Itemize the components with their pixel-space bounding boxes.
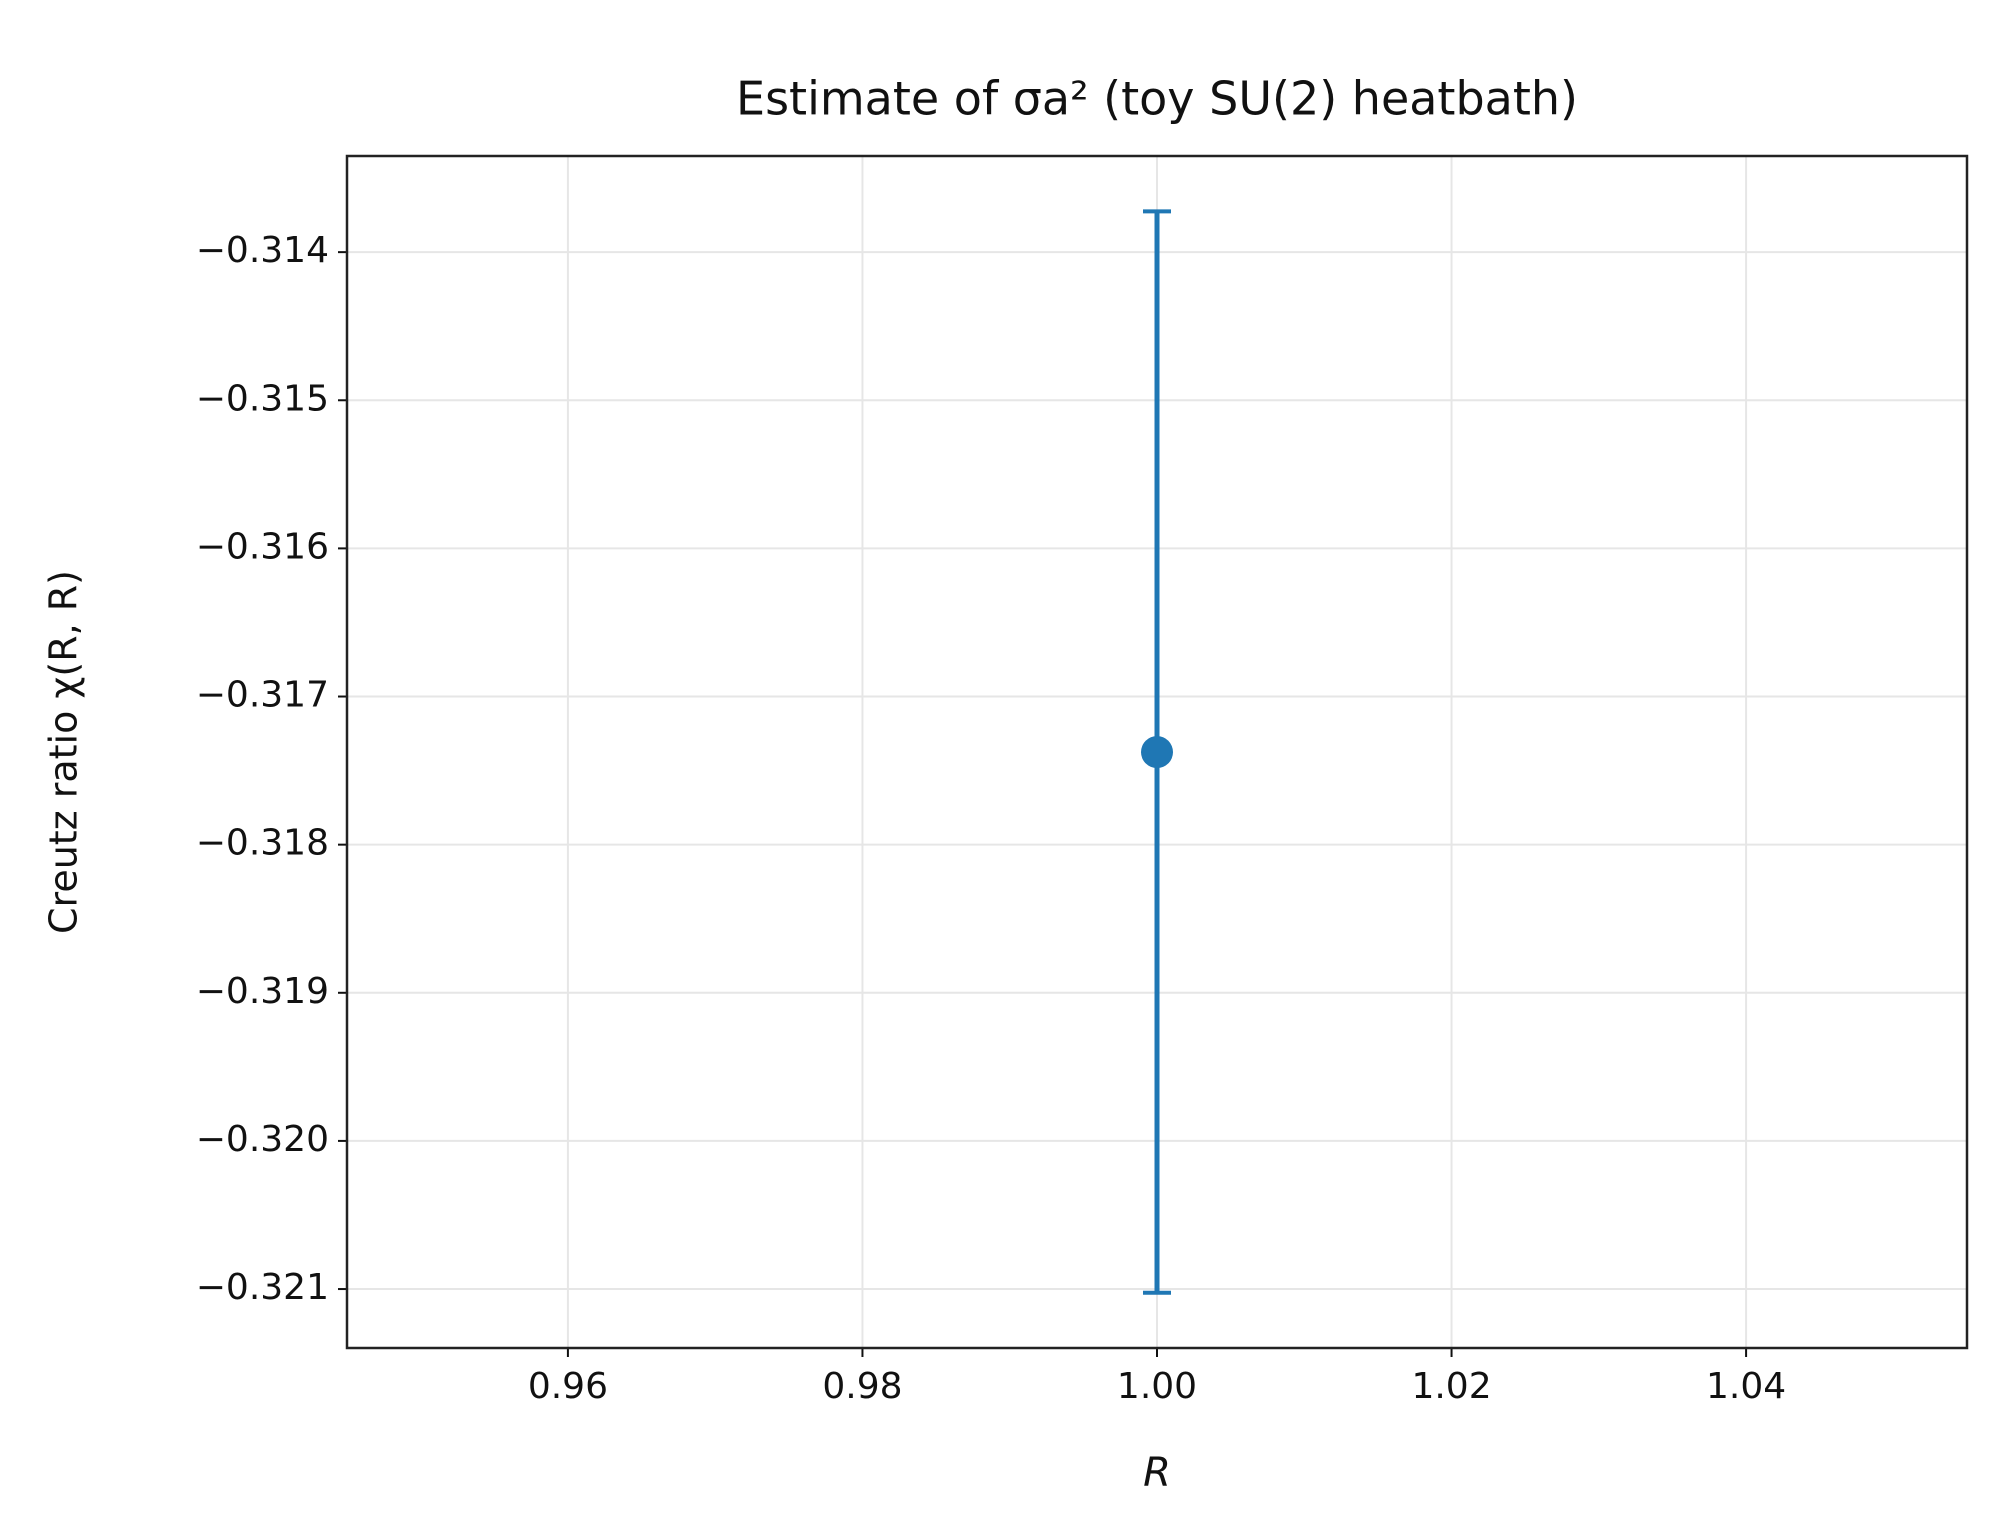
x-tick-label: 1.04 [1706, 1366, 1786, 1407]
y-tick-label: −0.316 [196, 526, 329, 567]
y-axis-label: Creutz ratio χ(R, R) [42, 570, 86, 934]
x-tick-label: 1.02 [1411, 1366, 1491, 1407]
y-tick-label: −0.318 [196, 823, 329, 864]
x-tick-label: 0.96 [528, 1366, 608, 1407]
y-tick-label: −0.315 [196, 378, 329, 419]
plot-frame [345, 154, 1969, 1350]
data-point [1141, 736, 1173, 769]
y-tick-label: −0.314 [196, 230, 329, 271]
chart-title: Estimate of σa² (toy SU(2) heatbath) [736, 72, 1578, 126]
x-tick-label: 1.00 [1117, 1366, 1197, 1407]
x-axis-label: R [1143, 1450, 1171, 1496]
x-tick-label: 0.98 [822, 1366, 902, 1407]
y-tick-label: −0.320 [196, 1119, 329, 1160]
y-tick-label: −0.319 [196, 971, 329, 1012]
y-tick-label: −0.321 [196, 1267, 329, 1308]
y-tick-label: −0.317 [196, 675, 329, 716]
